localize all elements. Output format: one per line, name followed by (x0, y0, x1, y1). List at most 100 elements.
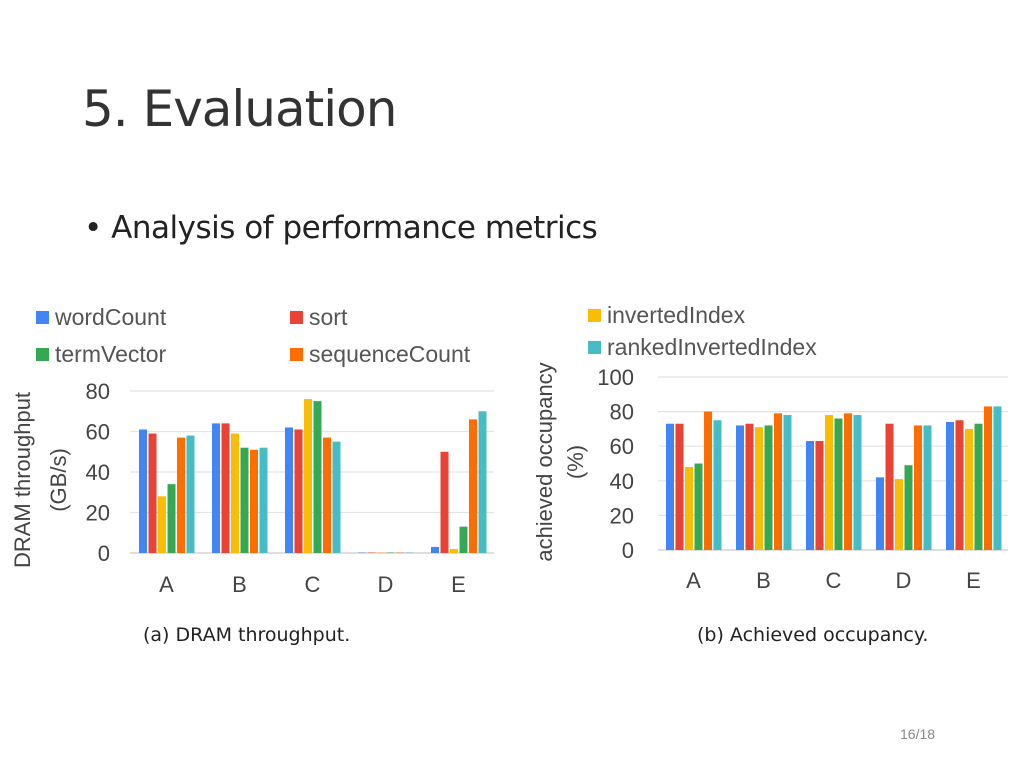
bar-invertedIndex-A (685, 466, 693, 550)
y-tick-label: 80 (610, 400, 634, 425)
x-tick-label: D (896, 568, 912, 593)
bar-invertedIndex-E (965, 428, 973, 550)
x-tick-label: E (451, 572, 466, 597)
legend-swatch (36, 311, 49, 324)
x-tick-label: E (966, 568, 981, 593)
bar-termVector-E (974, 423, 983, 550)
legend-label: invertedIndex (607, 302, 746, 328)
bar-termVector-C (313, 401, 322, 553)
bar-wordCount-E (946, 421, 954, 550)
bar-rankedInvertedIndex-C (853, 415, 862, 550)
bar-invertedIndex-B (755, 427, 763, 550)
y-tick-label: 60 (86, 420, 110, 445)
x-tick-label: D (378, 572, 394, 597)
bar-termVector-A (167, 484, 176, 553)
legend-label: sequenceCount (309, 341, 471, 367)
bar-rankedInvertedIndex-E (478, 411, 487, 553)
legend-item-sequenceCount: sequenceCount (290, 341, 470, 368)
y-tick-label: 60 (610, 434, 634, 459)
bar-termVector-B (240, 447, 249, 553)
bar-sequenceCount-B (774, 413, 782, 550)
bar-sort-C (294, 429, 303, 553)
slide-title: 5. Evaluation (82, 80, 397, 138)
y-tick-label: 40 (610, 469, 634, 494)
bar-sort-B (221, 423, 230, 553)
bar-termVector-B (764, 425, 773, 550)
x-tick-label: A (159, 572, 174, 597)
y-tick-label: 40 (86, 460, 110, 485)
legend-label: termVector (55, 341, 167, 367)
x-tick-label: C (305, 572, 321, 597)
bar-wordCount-C (285, 427, 293, 553)
y-axis-label: DRAM throughput (10, 392, 35, 568)
bar-wordCount-C (806, 441, 814, 550)
bar-sequenceCount-A (177, 437, 185, 553)
legend-label: rankedInvertedIndex (607, 334, 817, 360)
bar-wordCount-D (876, 477, 884, 550)
y-tick-label: 80 (86, 379, 110, 404)
bar-sequenceCount-D (396, 551, 404, 553)
bullet-point: • Analysis of performance metrics (84, 210, 598, 246)
bar-invertedIndex-E (450, 548, 458, 553)
bar-wordCount-A (139, 429, 147, 553)
y-tick-label: 20 (610, 503, 634, 528)
x-tick-label: B (232, 572, 247, 597)
page-number: 16/18 (900, 726, 936, 742)
bar-sequenceCount-E (984, 406, 992, 550)
bar-sort-C (815, 441, 824, 550)
caption-dram: (a) DRAM throughput. (143, 624, 351, 646)
legend-swatch (588, 309, 601, 322)
bar-sort-E (955, 420, 964, 550)
bar-invertedIndex-C (825, 415, 833, 550)
bar-sequenceCount-E (469, 419, 477, 553)
bar-termVector-D (904, 465, 913, 550)
bar-sort-E (440, 451, 449, 553)
bar-sequenceCount-B (250, 449, 258, 553)
legend-item-rankedInvertedIndex: rankedInvertedIndex (588, 334, 817, 361)
legend-item-sort: sort (290, 304, 347, 331)
y-tick-label: 20 (86, 501, 110, 526)
caption-occupancy: (b) Achieved occupancy. (697, 624, 929, 646)
legend-swatch (290, 348, 303, 361)
bar-rankedInvertedIndex-C (332, 441, 341, 553)
bar-wordCount-E (431, 546, 439, 553)
bar-sort-B (745, 423, 754, 550)
bar-sort-A (675, 423, 684, 550)
legend-swatch (588, 341, 601, 354)
bar-sequenceCount-A (704, 411, 712, 550)
y-tick-label: 0 (98, 541, 110, 566)
legend-swatch (36, 348, 49, 361)
bar-invertedIndex-D (377, 551, 385, 553)
legend-label: sort (309, 304, 348, 330)
bar-termVector-A (694, 463, 703, 550)
x-tick-label: C (826, 568, 842, 593)
y-axis-label: achieved occupancy (532, 362, 557, 561)
bar-rankedInvertedIndex-B (783, 415, 792, 550)
bar-invertedIndex-B (231, 433, 239, 553)
legend-item-invertedIndex: invertedIndex (588, 302, 745, 329)
legend-item-wordCount: wordCount (36, 304, 166, 331)
bar-rankedInvertedIndex-E (993, 406, 1002, 550)
bar-sequenceCount-C (323, 437, 331, 553)
bar-wordCount-B (736, 425, 744, 550)
bar-invertedIndex-A (158, 496, 166, 553)
y-tick-label: 0 (622, 538, 634, 563)
x-tick-label: B (756, 568, 771, 593)
bar-sequenceCount-C (844, 413, 852, 550)
bar-termVector-E (459, 526, 468, 553)
y-axis-label-unit: (%) (563, 445, 588, 479)
y-tick-label: 100 (597, 365, 634, 390)
y-axis-label-unit: (GB/s) (46, 448, 71, 512)
bar-invertedIndex-D (895, 479, 903, 550)
bar-rankedInvertedIndex-A (713, 420, 722, 550)
legend-item-termVector: termVector (36, 341, 166, 368)
bar-wordCount-B (212, 423, 220, 553)
x-tick-label: A (686, 568, 701, 593)
bar-sort-A (148, 433, 157, 553)
bar-sequenceCount-D (914, 425, 922, 550)
bar-sort-D (885, 423, 894, 550)
bar-termVector-D (386, 551, 395, 553)
bar-rankedInvertedIndex-B (259, 447, 268, 553)
bullet-text: Analysis of performance metrics (111, 210, 598, 246)
